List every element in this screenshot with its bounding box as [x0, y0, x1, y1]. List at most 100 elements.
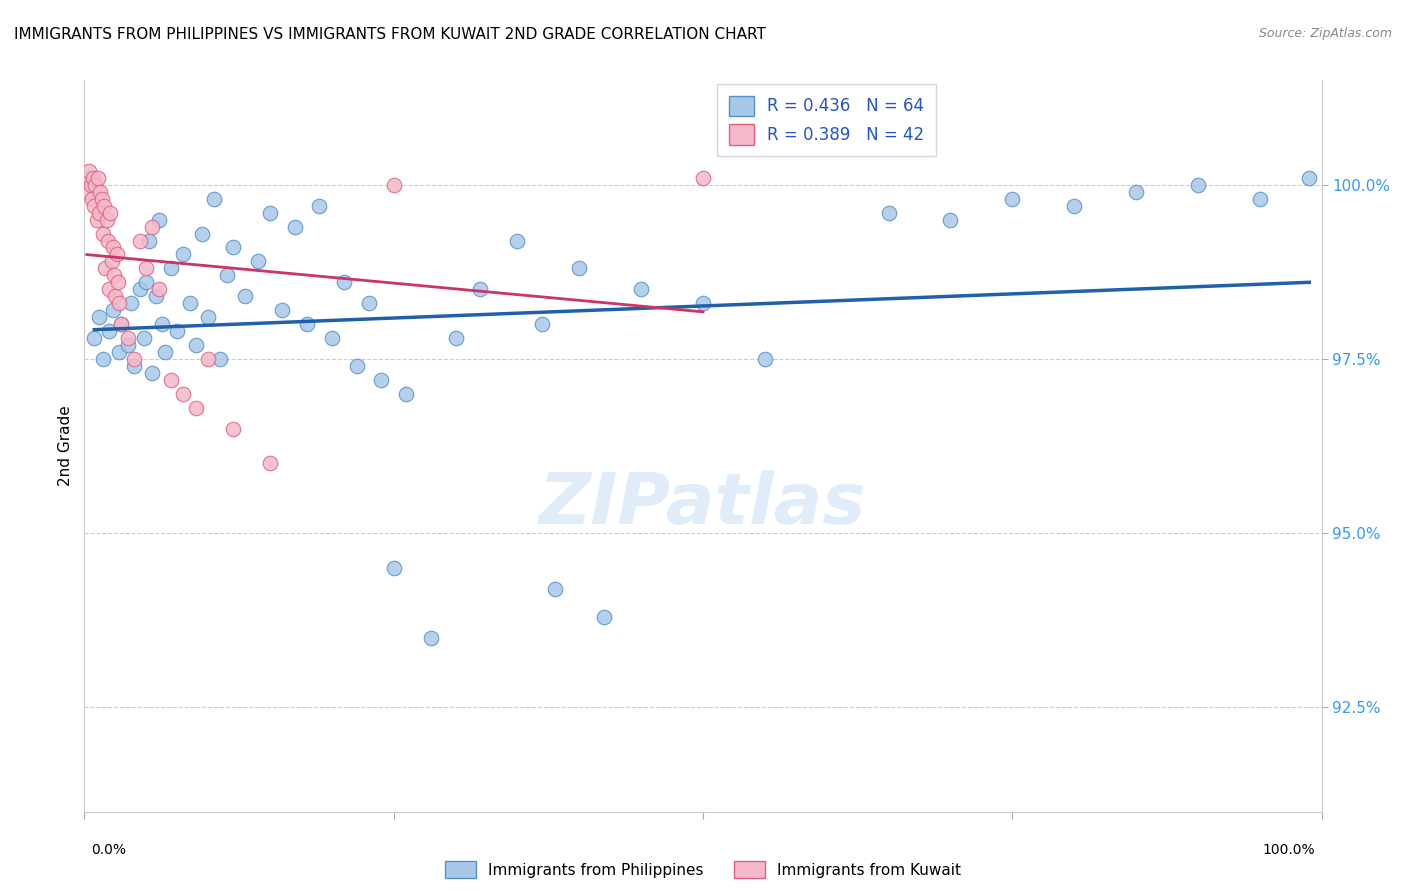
Point [108, 296, 131, 310]
Point [271, 303, 294, 318]
Point [135, 275, 157, 289]
Point [1298, 170, 1320, 185]
Text: IMMIGRANTS FROM PHILIPPINES VS IMMIGRANTS FROM KUWAIT 2ND GRADE CORRELATION CHAR: IMMIGRANTS FROM PHILIPPINES VS IMMIGRANT… [14, 27, 766, 42]
Point [91, 227, 114, 241]
Point [153, 345, 176, 359]
Point [382, 178, 405, 192]
Point [120, 296, 142, 310]
Point [506, 234, 529, 248]
Point [259, 205, 281, 219]
Point [754, 351, 776, 366]
Point [308, 199, 330, 213]
Point [1063, 199, 1085, 213]
Point [138, 234, 160, 248]
Point [160, 373, 183, 387]
Point [101, 303, 124, 318]
Point [233, 289, 256, 303]
Point [692, 170, 714, 185]
Point [98, 324, 121, 338]
Point [470, 282, 492, 296]
Point [444, 331, 467, 345]
Point [82, 170, 104, 185]
Point [132, 331, 155, 345]
Point [129, 234, 152, 248]
Point [96, 212, 118, 227]
Point [148, 212, 170, 227]
Point [333, 275, 356, 289]
Point [160, 261, 183, 276]
Point [172, 247, 194, 261]
Point [184, 401, 207, 415]
Legend: Immigrants from Philippines, Immigrants from Kuwait: Immigrants from Philippines, Immigrants … [439, 855, 967, 884]
Point [197, 351, 219, 366]
Point [89, 205, 111, 219]
Point [84, 178, 107, 192]
Point [184, 338, 207, 352]
Point [209, 351, 232, 366]
Point [129, 282, 152, 296]
Point [145, 289, 167, 303]
Point [101, 240, 124, 254]
Point [877, 205, 900, 219]
Point [346, 359, 368, 373]
Point [98, 205, 121, 219]
Point [815, 839, 838, 854]
Point [939, 212, 962, 227]
Point [108, 345, 131, 359]
Point [107, 275, 129, 289]
Point [77, 185, 100, 199]
Point [382, 561, 405, 575]
Point [1249, 192, 1271, 206]
Point [1001, 192, 1024, 206]
Point [89, 310, 111, 325]
Point [79, 178, 101, 192]
Text: 100.0%: 100.0% [1263, 843, 1315, 857]
Point [90, 192, 112, 206]
Point [1125, 185, 1147, 199]
Point [568, 261, 591, 276]
Point [122, 351, 145, 366]
Point [93, 199, 115, 213]
Point [100, 254, 122, 268]
Point [105, 247, 128, 261]
Point [103, 268, 125, 283]
Point [259, 457, 281, 471]
Text: Source: ZipAtlas.com: Source: ZipAtlas.com [1258, 27, 1392, 40]
Point [141, 366, 163, 380]
Point [83, 331, 105, 345]
Point [179, 296, 201, 310]
Point [97, 234, 120, 248]
Point [1187, 178, 1209, 192]
Legend: R = 0.436   N = 64, R = 0.389   N = 42: R = 0.436 N = 64, R = 0.389 N = 42 [717, 84, 936, 156]
Point [222, 240, 245, 254]
Point [117, 331, 139, 345]
Point [110, 317, 132, 331]
Point [110, 317, 132, 331]
Point [94, 261, 117, 276]
Point [215, 268, 238, 283]
Point [104, 289, 127, 303]
Point [141, 219, 163, 234]
Point [191, 227, 214, 241]
Point [83, 199, 105, 213]
Point [148, 282, 170, 296]
Text: 0.0%: 0.0% [91, 843, 127, 857]
Point [166, 324, 188, 338]
Point [222, 421, 245, 435]
Point [150, 317, 173, 331]
Point [91, 351, 114, 366]
Point [197, 310, 219, 325]
Point [531, 317, 554, 331]
Text: ZIPatlas: ZIPatlas [540, 470, 866, 539]
Point [87, 170, 110, 185]
Point [357, 296, 380, 310]
Point [543, 582, 565, 596]
Point [395, 386, 418, 401]
Point [80, 192, 103, 206]
Y-axis label: 2nd Grade: 2nd Grade [58, 406, 73, 486]
Point [419, 631, 441, 645]
Point [86, 212, 108, 227]
Point [172, 386, 194, 401]
Point [246, 254, 269, 268]
Point [284, 219, 307, 234]
